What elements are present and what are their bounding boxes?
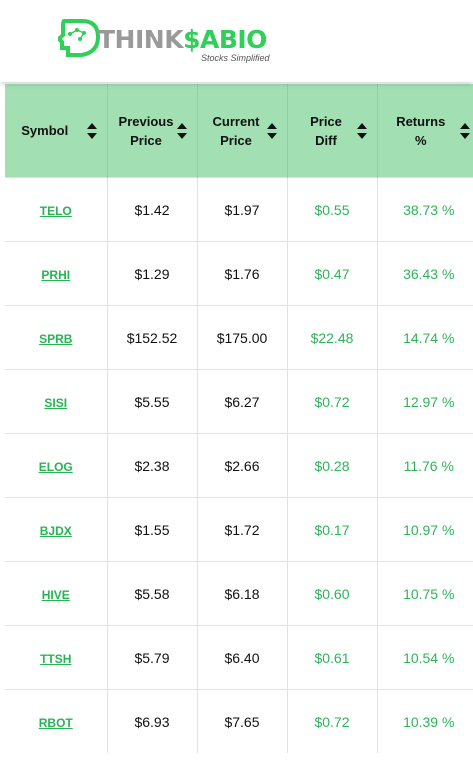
symbol-cell: PRHI bbox=[5, 241, 107, 306]
column-header-label: Current Price bbox=[212, 113, 260, 148]
symbol-link[interactable]: SPRB bbox=[39, 331, 73, 346]
brain-head-logo-icon bbox=[58, 19, 101, 57]
symbol-link[interactable]: ELOG bbox=[38, 459, 73, 474]
column-header-previous-price[interactable]: Previous Price bbox=[106, 84, 197, 178]
column-header-label: Price Diff bbox=[310, 113, 342, 148]
price-diff-cell: $0.61 bbox=[286, 625, 377, 690]
returns-cell: 10.75 % bbox=[376, 561, 473, 626]
column-header-label: Previous Price bbox=[118, 113, 174, 148]
table-row: BJDX $1.55 $1.72 $0.17 10.97 % bbox=[5, 497, 473, 562]
current-price-cell: $1.76 bbox=[196, 241, 287, 306]
previous-price-cell: $1.42 bbox=[106, 177, 197, 242]
price-diff-cell: $0.72 bbox=[286, 689, 377, 753]
price-diff-cell: $0.28 bbox=[286, 433, 377, 498]
current-price-cell: $7.65 bbox=[196, 689, 287, 753]
symbol-cell: BJDX bbox=[5, 497, 107, 562]
symbol-cell: SISI bbox=[5, 369, 107, 434]
symbol-link[interactable]: SISI bbox=[44, 395, 68, 410]
current-price-cell: $2.66 bbox=[196, 433, 287, 498]
column-header-label: Symbol bbox=[21, 123, 69, 138]
table-row: HIVE $5.58 $6.18 $0.60 10.75 % bbox=[5, 561, 473, 626]
current-price-cell: $6.40 bbox=[196, 625, 287, 690]
symbol-link[interactable]: TELO bbox=[39, 203, 72, 218]
previous-price-cell: $1.29 bbox=[106, 241, 197, 306]
symbol-link[interactable]: BJDX bbox=[39, 523, 72, 538]
previous-price-cell: $6.93 bbox=[106, 689, 197, 753]
returns-cell: 36.43 % bbox=[376, 241, 473, 306]
current-price-cell: $6.27 bbox=[196, 369, 287, 434]
symbol-link[interactable]: HIVE bbox=[41, 587, 70, 602]
stocks-table: Symbol Previous Price Current Price Pric… bbox=[5, 84, 473, 753]
previous-price-cell: $5.58 bbox=[106, 561, 197, 626]
current-price-cell: $175.00 bbox=[196, 305, 287, 370]
symbol-cell: SPRB bbox=[5, 305, 107, 370]
sort-icon[interactable] bbox=[86, 122, 97, 139]
price-diff-cell: $22.48 bbox=[286, 305, 377, 370]
symbol-link[interactable]: TTSH bbox=[40, 651, 72, 666]
table-row: PRHI $1.29 $1.76 $0.47 36.43 % bbox=[5, 241, 473, 306]
symbol-cell: RBOT bbox=[5, 689, 107, 753]
previous-price-cell: $5.55 bbox=[106, 369, 197, 434]
sort-icon[interactable] bbox=[356, 122, 367, 139]
returns-cell: 14.74 % bbox=[376, 305, 473, 370]
top-header: THINK$ABIO Stocks Simplified bbox=[0, 0, 473, 82]
table-row: ELOG $2.38 $2.66 $0.28 11.76 % bbox=[5, 433, 473, 498]
table-row: SISI $5.55 $6.27 $0.72 12.97 % bbox=[5, 369, 473, 434]
price-diff-cell: $0.47 bbox=[286, 241, 377, 306]
symbol-cell: TELO bbox=[5, 177, 107, 242]
column-header-current-price[interactable]: Current Price bbox=[196, 84, 287, 178]
price-diff-cell: $0.60 bbox=[286, 561, 377, 626]
brand-think: THINK bbox=[98, 25, 184, 54]
column-header-returns[interactable]: Returns % bbox=[376, 84, 473, 178]
previous-price-cell: $152.52 bbox=[106, 305, 197, 370]
brand-tagline: Stocks Simplified bbox=[201, 53, 270, 63]
previous-price-cell: $5.79 bbox=[106, 625, 197, 690]
current-price-cell: $1.97 bbox=[196, 177, 287, 242]
brand-sabio: $ABIO bbox=[183, 25, 267, 54]
previous-price-cell: $2.38 bbox=[106, 433, 197, 498]
brand-name: THINK$ABIO bbox=[98, 27, 267, 53]
price-diff-cell: $0.55 bbox=[286, 177, 377, 242]
current-price-cell: $6.18 bbox=[196, 561, 287, 626]
price-diff-cell: $0.17 bbox=[286, 497, 377, 562]
symbol-link[interactable]: RBOT bbox=[38, 715, 73, 730]
sort-icon[interactable] bbox=[176, 122, 187, 139]
table-header-row: Symbol Previous Price Current Price Pric… bbox=[5, 84, 473, 178]
symbol-link[interactable]: PRHI bbox=[41, 267, 71, 282]
symbol-cell: HIVE bbox=[5, 561, 107, 626]
returns-cell: 11.76 % bbox=[376, 433, 473, 498]
returns-cell: 10.54 % bbox=[376, 625, 473, 690]
table-row: SPRB $152.52 $175.00 $22.48 14.74 % bbox=[5, 305, 473, 370]
table-row: TTSH $5.79 $6.40 $0.61 10.54 % bbox=[5, 625, 473, 690]
symbol-cell: TTSH bbox=[5, 625, 107, 690]
column-header-label: Returns % bbox=[396, 113, 446, 148]
sort-icon[interactable] bbox=[266, 122, 277, 139]
previous-price-cell: $1.55 bbox=[106, 497, 197, 562]
returns-cell: 10.39 % bbox=[376, 689, 473, 753]
price-diff-cell: $0.72 bbox=[286, 369, 377, 434]
returns-cell: 10.97 % bbox=[376, 497, 473, 562]
sort-icon[interactable] bbox=[460, 122, 470, 139]
returns-cell: 38.73 % bbox=[376, 177, 473, 242]
thinksabio-logo[interactable]: THINK$ABIO Stocks Simplified bbox=[58, 18, 288, 66]
column-header-symbol[interactable]: Symbol bbox=[5, 84, 107, 178]
table-row: TELO $1.42 $1.97 $0.55 38.73 % bbox=[5, 177, 473, 242]
returns-cell: 12.97 % bbox=[376, 369, 473, 434]
column-header-price-diff[interactable]: Price Diff bbox=[286, 84, 377, 178]
table-row: RBOT $6.93 $7.65 $0.72 10.39 % bbox=[5, 689, 473, 753]
symbol-cell: ELOG bbox=[5, 433, 107, 498]
current-price-cell: $1.72 bbox=[196, 497, 287, 562]
stocks-table-container[interactable]: Symbol Previous Price Current Price Pric… bbox=[5, 84, 473, 763]
